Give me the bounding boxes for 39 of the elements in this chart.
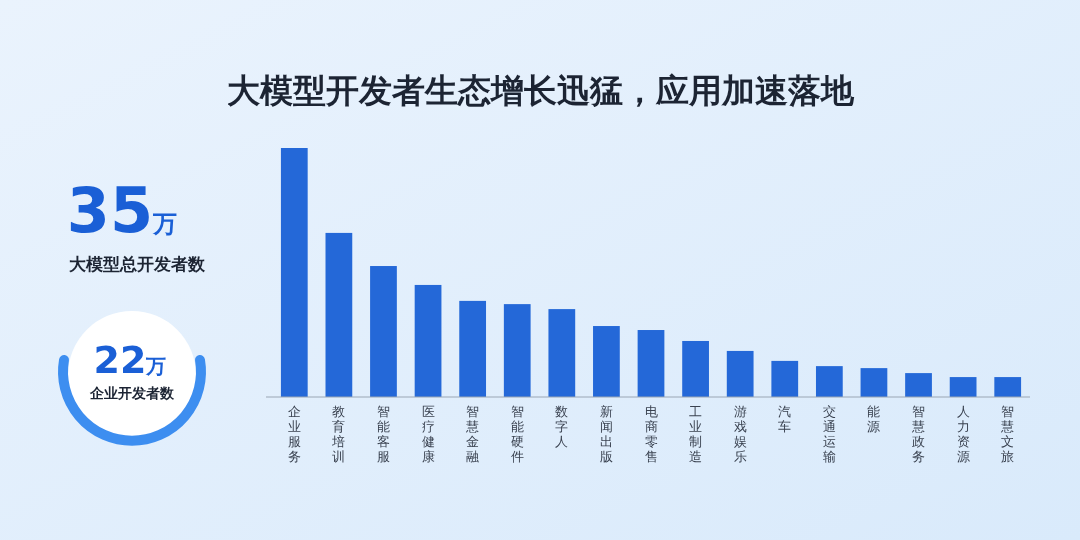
x-tick-label: 交通运输 [822,404,836,464]
x-tick-label: 能源 [867,404,881,434]
bar [771,360,799,397]
bar [815,366,843,397]
x-tick-label: 企业服务 [287,404,301,464]
x-tick-label: 智慧政务 [911,404,926,464]
x-tick-label: 汽车 [778,404,792,434]
bar [414,284,442,397]
x-tick-label: 游戏娱乐 [733,404,747,464]
x-tick-label: 智慧金融 [465,404,480,464]
bar [637,330,665,397]
chart-title: 大模型开发者生态增长迅猛，应用加速落地 [226,71,855,110]
x-tick-label: 智能硬件 [510,404,524,464]
x-tick-label: 新闻出版 [599,404,613,464]
bar [949,377,977,397]
x-tick-label: 智慧文旅 [1000,404,1015,464]
text: 企业开发者数 [89,385,175,401]
text: 22万 [93,338,167,382]
bar [905,373,932,397]
bar [726,350,754,397]
x-tick-label: 工业制造 [689,404,703,464]
bar [459,300,487,397]
bar [503,304,531,397]
bar [593,326,620,397]
x-tick-label: 教育培训 [331,404,346,464]
bar [682,340,709,397]
bar [325,232,353,397]
text: 大模型总开发者数 [69,254,206,274]
text: 35万 [66,174,178,247]
x-tick-label: 人力资源 [956,404,970,464]
x-tick-label: 智能客服 [376,404,390,464]
x-tick-label: 医疗健康 [421,404,435,464]
bar [370,266,397,397]
bar [860,368,888,397]
bar [280,148,308,397]
x-tick-label: 数字人 [555,404,569,449]
x-tick-label: 电商零售 [644,404,658,464]
bar [994,377,1022,397]
bar [548,309,576,397]
